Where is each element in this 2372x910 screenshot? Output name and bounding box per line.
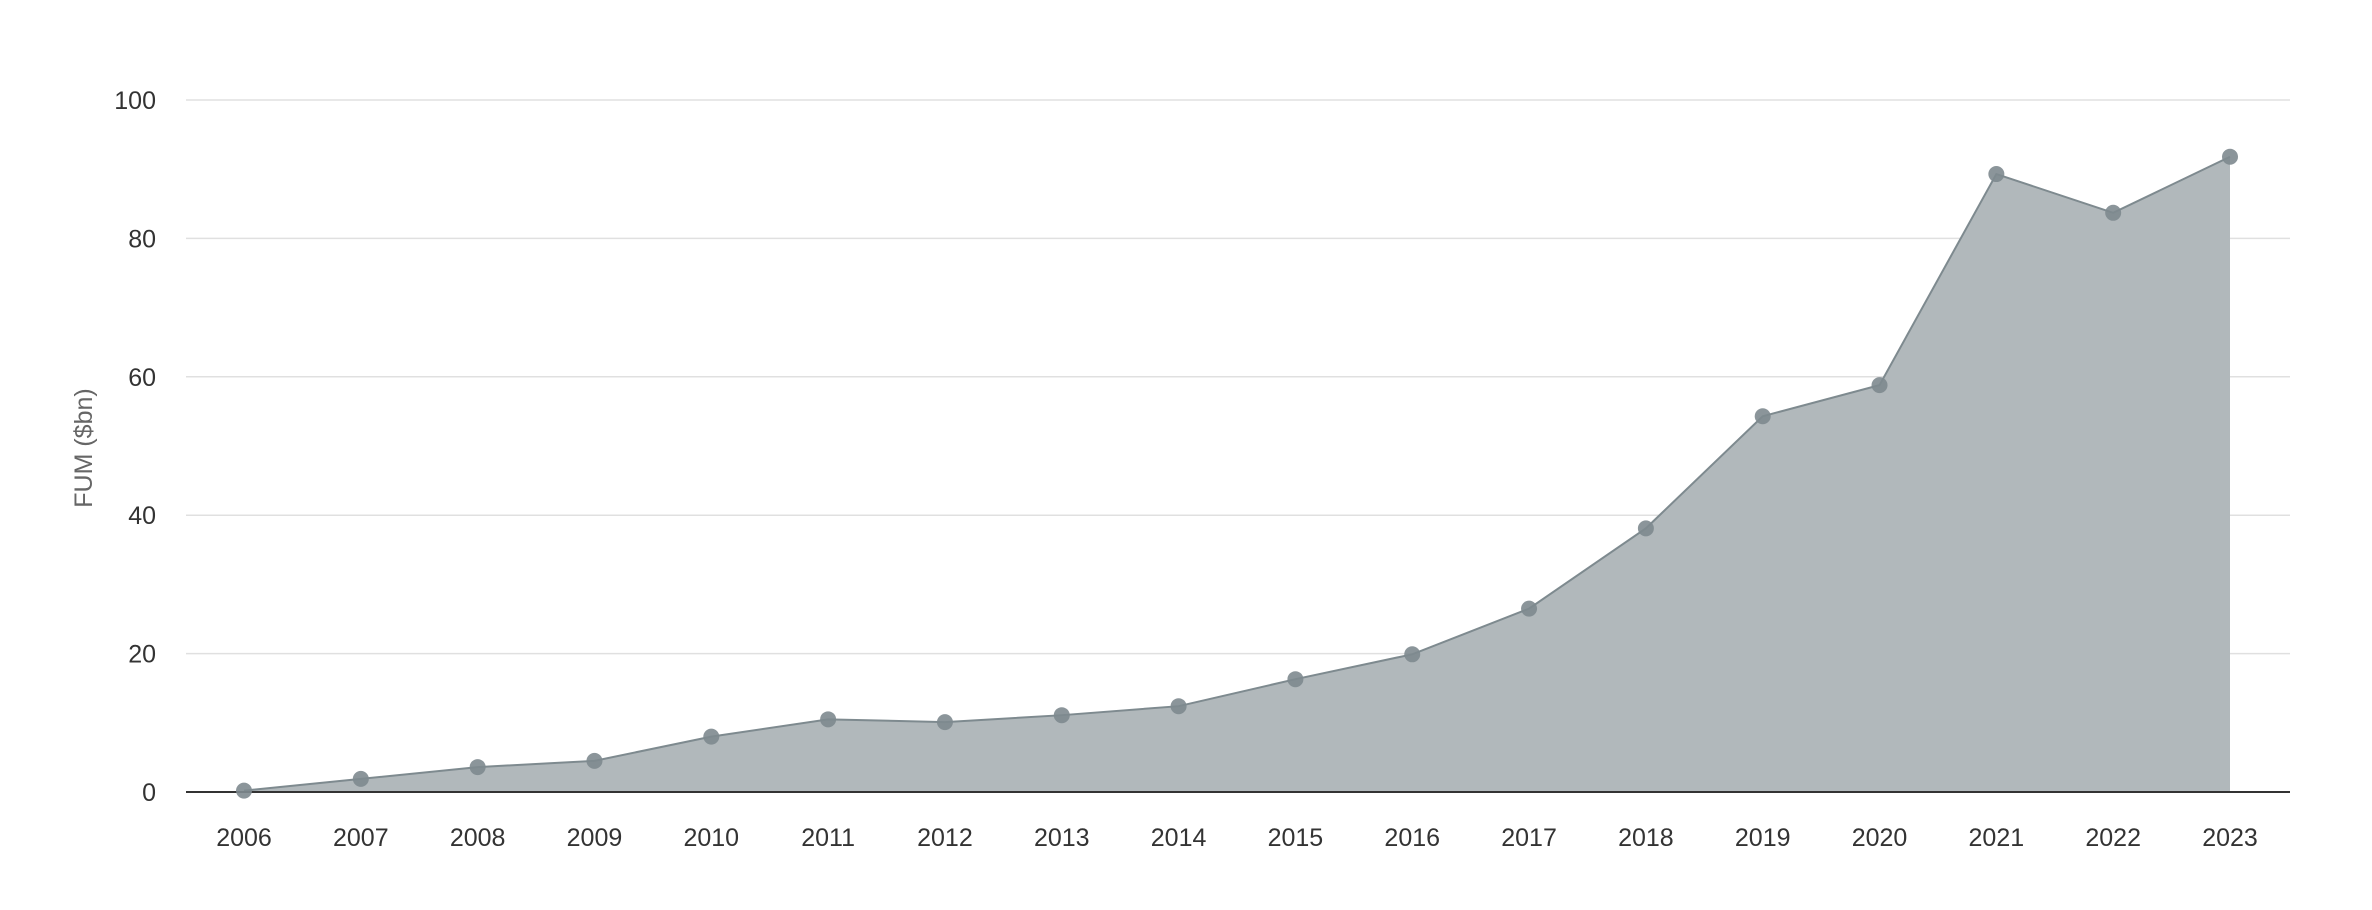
x-tick-label: 2012: [917, 824, 973, 852]
x-tick-label: 2020: [1852, 824, 1908, 852]
data-point[interactable]: [586, 752, 603, 769]
x-tick-label: 2013: [1034, 824, 1090, 852]
x-tick-label: 2018: [1618, 824, 1674, 852]
y-tick-label: 80: [128, 225, 156, 253]
y-tick-label: 60: [128, 364, 156, 392]
x-tick-label: 2008: [450, 824, 506, 852]
x-tick-label: 2017: [1501, 824, 1557, 852]
x-tick-label: 2015: [1268, 824, 1324, 852]
data-point[interactable]: [1637, 520, 1654, 537]
series-line: [243, 155, 2231, 792]
data-point[interactable]: [1053, 707, 1070, 724]
data-point[interactable]: [1521, 600, 1538, 617]
x-tick-label: 2014: [1151, 824, 1207, 852]
data-point[interactable]: [1170, 698, 1187, 715]
x-tick-label: 2016: [1384, 824, 1440, 852]
y-tick-label: 40: [128, 502, 156, 530]
data-point[interactable]: [1287, 671, 1304, 688]
data-point[interactable]: [2222, 148, 2238, 165]
x-tick-label: 2023: [2202, 824, 2258, 852]
y-axis-tick-labels: 0 20 40 60 80 100: [114, 87, 156, 807]
x-tick-label: 2022: [2085, 824, 2141, 852]
x-tick-label: 2009: [567, 824, 623, 852]
data-markers: [236, 148, 2238, 799]
x-axis-tick-labels: 2006 2007 2008 2009 2010 2011 2012 2013 2014 2015…: [216, 824, 2258, 852]
x-tick-label: 2007: [333, 824, 389, 852]
data-point[interactable]: [1871, 377, 1888, 394]
data-point[interactable]: [352, 770, 369, 787]
data-point[interactable]: [1754, 408, 1771, 425]
y-tick-label: 100: [114, 87, 156, 115]
x-tick-label: 2010: [683, 824, 739, 852]
x-tick-label: 2019: [1735, 824, 1791, 852]
y-tick-label: 0: [142, 779, 156, 807]
x-tick-label: 2021: [1969, 824, 2025, 852]
data-point[interactable]: [1404, 646, 1421, 663]
y-axis-title: FUM ($bn): [70, 388, 98, 507]
x-tick-label: 2011: [801, 824, 855, 852]
data-point[interactable]: [1988, 166, 2005, 183]
data-point[interactable]: [820, 711, 837, 728]
data-point[interactable]: [2105, 204, 2122, 221]
y-tick-label: 20: [128, 641, 156, 669]
data-point[interactable]: [936, 714, 953, 731]
area-series: [243, 155, 2231, 792]
data-point[interactable]: [703, 728, 720, 745]
data-point[interactable]: [469, 759, 486, 776]
data-point[interactable]: [236, 782, 252, 799]
area-fill: [244, 156, 2230, 792]
x-tick-label: 2006: [216, 824, 272, 852]
